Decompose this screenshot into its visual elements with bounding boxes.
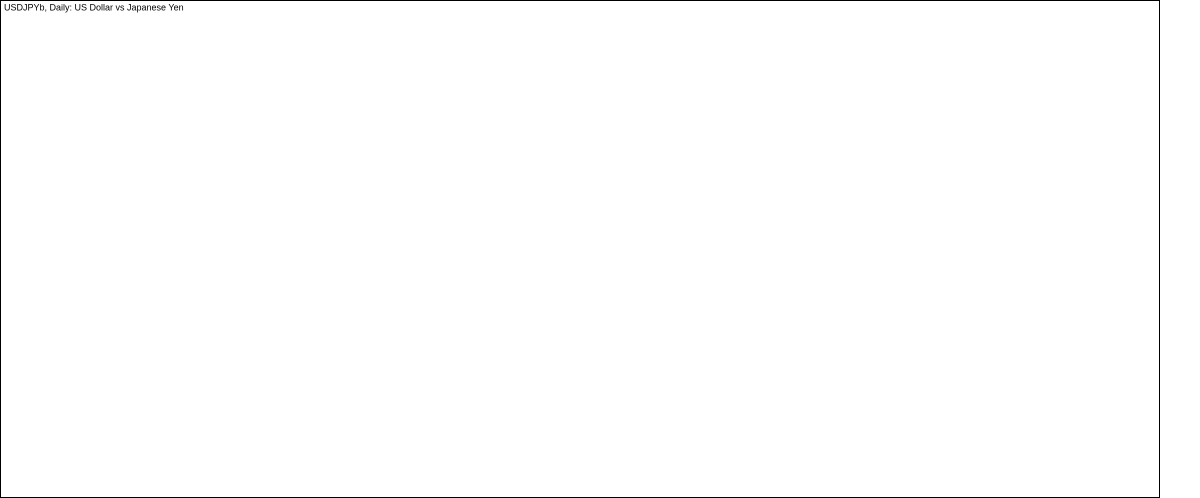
chart-title: USDJPYb, Daily: US Dollar vs Japanese Ye…: [4, 2, 184, 12]
plot-frame: [0, 0, 1160, 498]
